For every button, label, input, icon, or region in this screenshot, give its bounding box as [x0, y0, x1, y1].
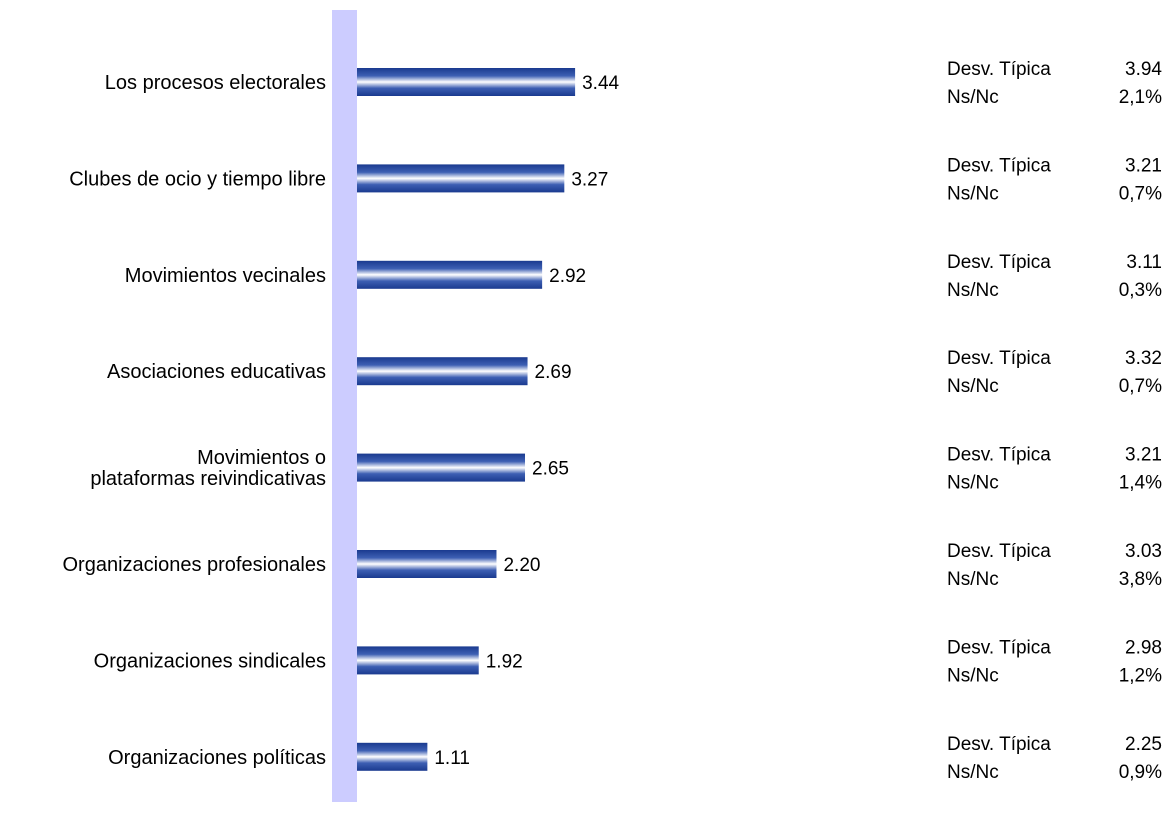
nsnc-value: 0,7% [1119, 183, 1162, 204]
axis-band [332, 10, 357, 802]
bar-value-label: 2.92 [549, 266, 586, 287]
std-dev-label: Desv. Típica [947, 59, 1051, 80]
bar [357, 646, 479, 675]
nsnc-label: Ns/Nc [947, 569, 999, 590]
std-dev-label: Desv. Típica [947, 734, 1051, 755]
bar-value-label: 3.44 [582, 73, 619, 94]
bar-value-label: 3.27 [571, 169, 608, 190]
nsnc-label: Ns/Nc [947, 473, 999, 494]
nsnc-label: Ns/Nc [947, 665, 999, 686]
std-dev-value: 2.98 [1125, 637, 1162, 658]
category-label: Los procesos electorales [105, 72, 326, 94]
category-label: Clubes de ocio y tiempo libre [69, 168, 326, 190]
std-dev-label: Desv. Típica [947, 445, 1051, 466]
std-dev-value: 3.32 [1125, 348, 1162, 369]
std-dev-value: 3.03 [1125, 541, 1162, 562]
bar-value-label: 2.69 [535, 362, 572, 383]
category-label: Movimientos vecinales [125, 265, 326, 287]
bar [357, 164, 565, 193]
nsnc-value: 3,8% [1119, 569, 1162, 590]
std-dev-label: Desv. Típica [947, 541, 1051, 562]
std-dev-value: 2.25 [1125, 734, 1162, 755]
category-label: Organizaciones sindicales [94, 650, 326, 672]
bar-value-label: 2.20 [503, 555, 540, 576]
nsnc-label: Ns/Nc [947, 376, 999, 397]
std-dev-value: 3.21 [1125, 445, 1162, 466]
category-label: Movimientos o [197, 447, 326, 469]
bar-value-label: 1.92 [486, 651, 523, 672]
nsnc-value: 0,7% [1119, 376, 1162, 397]
nsnc-value: 0,3% [1119, 280, 1162, 301]
std-dev-value: 3.94 [1125, 59, 1162, 80]
category-label: Asociaciones educativas [107, 361, 326, 383]
bar [357, 68, 576, 96]
std-dev-label: Desv. Típica [947, 252, 1051, 273]
std-dev-label: Desv. Típica [947, 637, 1051, 658]
nsnc-value: 2,1% [1119, 87, 1162, 108]
std-dev-value: 3.11 [1126, 252, 1162, 273]
nsnc-label: Ns/Nc [947, 183, 999, 204]
bar-value-label: 1.11 [434, 748, 470, 769]
bar [357, 550, 497, 578]
bar [357, 357, 528, 386]
bar [357, 742, 428, 771]
nsnc-value: 0,9% [1119, 762, 1162, 783]
std-dev-label: Desv. Típica [947, 348, 1051, 369]
nsnc-label: Ns/Nc [947, 87, 999, 108]
bar [357, 260, 543, 289]
std-dev-value: 3.21 [1125, 155, 1162, 176]
nsnc-label: Ns/Nc [947, 280, 999, 301]
category-label: plataformas reivindicativas [90, 468, 326, 490]
nsnc-label: Ns/Nc [947, 762, 999, 783]
nsnc-value: 1,2% [1119, 665, 1162, 686]
nsnc-value: 1,4% [1119, 473, 1162, 494]
category-label: Organizaciones profesionales [63, 554, 327, 576]
bar [357, 453, 526, 482]
category-label: Organizaciones políticas [108, 747, 326, 769]
std-dev-label: Desv. Típica [947, 155, 1051, 176]
bar-value-label: 2.65 [532, 459, 569, 480]
